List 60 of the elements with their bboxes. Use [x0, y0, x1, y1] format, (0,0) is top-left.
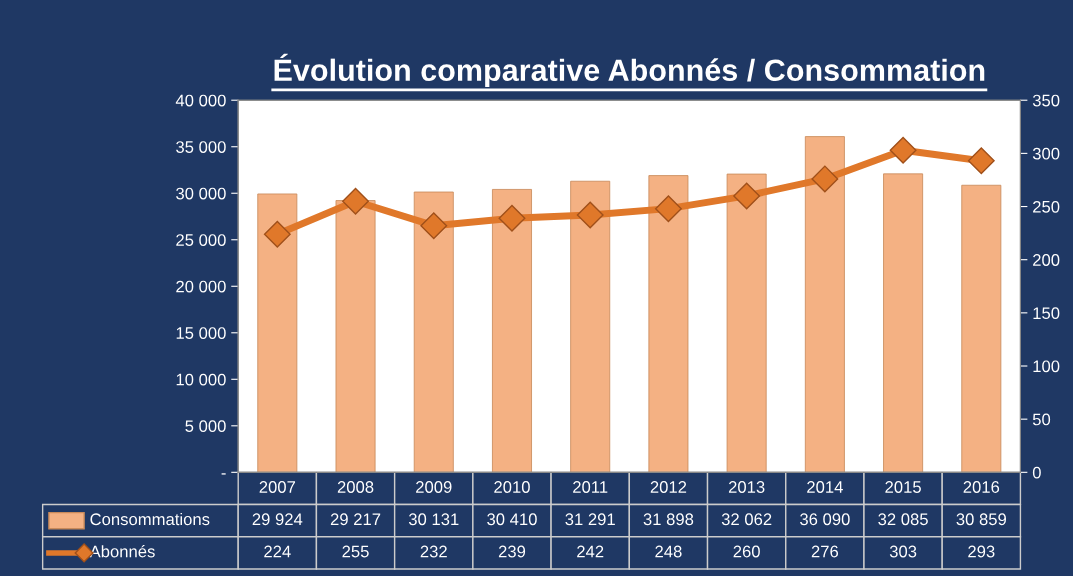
y2-tick-label: 250: [1033, 200, 1060, 213]
data-label: 31 291: [565, 513, 615, 526]
data-label: 248: [655, 545, 682, 558]
y-tick-label: 15 000: [176, 327, 226, 339]
point: [498, 204, 526, 232]
point: [342, 187, 370, 215]
point: [967, 147, 995, 175]
point: [420, 212, 448, 240]
y-tick-label: 40 000: [175, 94, 226, 107]
y-tick-label: 35 000: [176, 141, 226, 153]
x-tick-label: 2008: [337, 481, 374, 493]
data-label: 32 085: [878, 513, 928, 526]
y2-tick-label: 150: [1033, 307, 1060, 320]
x-tick-label: 2014: [807, 481, 843, 493]
data-label: 232: [420, 545, 447, 558]
point: [263, 220, 291, 248]
data-label: 30 131: [408, 513, 459, 526]
data-label: 36 090: [800, 513, 850, 526]
data-label: 30 410: [487, 513, 537, 526]
data-label: 224: [264, 545, 291, 558]
y-tick-label: 10 000: [176, 373, 226, 386]
data-label: 255: [342, 545, 369, 558]
x-tick-label: 2007: [259, 481, 296, 493]
y-tick-label: -: [221, 473, 226, 475]
y-tick-label: 5 000: [185, 420, 226, 433]
point: [733, 182, 761, 210]
data-label: 239: [498, 545, 526, 558]
x-tick-label: 2013: [728, 481, 765, 493]
legend-label: Abonnés: [89, 544, 155, 558]
legend-label: Consommations: [90, 512, 210, 526]
data-label: 29 924: [252, 513, 303, 526]
x-tick-label: 2016: [963, 481, 1000, 493]
y-tick-label: 30 000: [176, 187, 226, 200]
data-label: 29 217: [330, 513, 381, 526]
x-tick-label: 2011: [573, 481, 608, 493]
y2-tick-label: 200: [1033, 254, 1060, 266]
data-label: 31 898: [643, 513, 694, 526]
y2-tick-label: 0: [1032, 466, 1041, 479]
x-tick-label: 2010: [494, 481, 530, 493]
chart-title: Évolution comparative Abonnés / Consommation: [274, 53, 985, 88]
data-label: 260: [733, 545, 760, 558]
point: [576, 201, 604, 229]
x-tick-label: 2015: [885, 481, 921, 493]
y2-tick-label: 100: [1033, 360, 1060, 373]
data-label: 293: [968, 545, 995, 558]
y2-tick-label: 350: [1032, 94, 1060, 107]
point: [811, 165, 839, 193]
data-label: 30 859: [956, 513, 1007, 526]
data-label: 303: [889, 545, 917, 558]
y2-tick-label: 300: [1032, 147, 1060, 160]
point: [889, 136, 917, 164]
y-tick-label: 20 000: [176, 280, 226, 293]
y2-tick-label: 50: [1032, 413, 1051, 426]
x-tick-label: 2012: [650, 481, 687, 493]
x-tick-label: 2009: [416, 481, 452, 493]
point: [654, 195, 682, 223]
data-label: 32 062: [721, 513, 772, 526]
data-label: 242: [577, 545, 604, 558]
data-label: 276: [811, 545, 839, 558]
y-tick-label: 25 000: [176, 234, 226, 246]
